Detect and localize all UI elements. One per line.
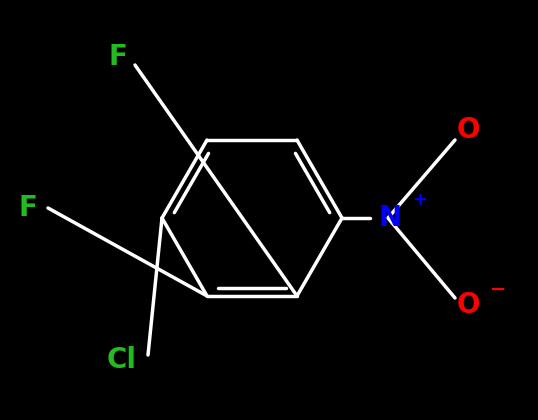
Text: Cl: Cl bbox=[107, 346, 137, 374]
Text: −: − bbox=[490, 279, 506, 299]
Text: O: O bbox=[456, 116, 480, 144]
Text: F: F bbox=[19, 194, 38, 222]
Text: N: N bbox=[378, 204, 401, 232]
Text: F: F bbox=[109, 43, 128, 71]
Text: +: + bbox=[413, 191, 428, 209]
Text: O: O bbox=[456, 291, 480, 319]
